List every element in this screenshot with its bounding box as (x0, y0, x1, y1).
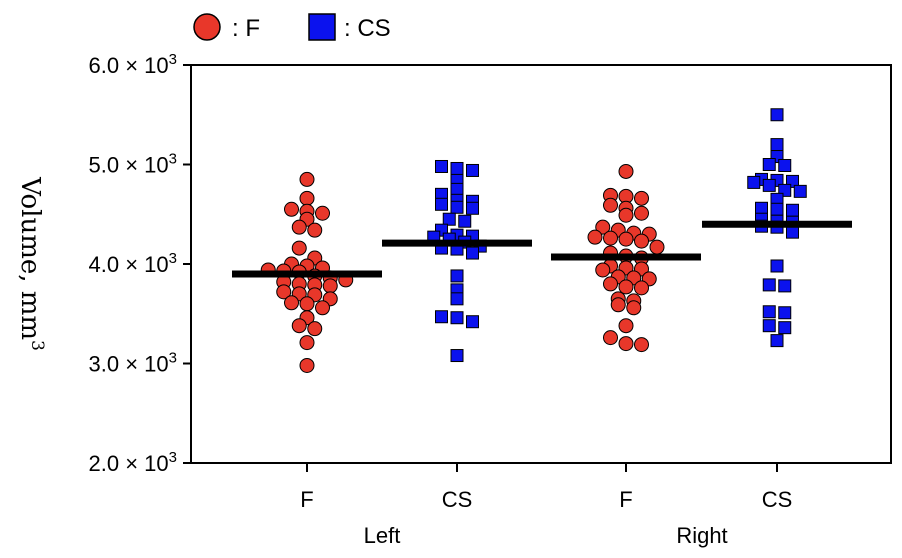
data-point-circle (307, 321, 323, 337)
data-point-circle (634, 190, 649, 206)
data-point-square (466, 246, 479, 260)
legend-label-cs: : CS (344, 15, 391, 42)
data-point-square (755, 201, 768, 215)
data-point-square (442, 212, 456, 226)
data-point-circle (276, 284, 292, 300)
data-point-circle (618, 231, 634, 247)
x-axis-ticks: F CS F CS Left Right (300, 463, 792, 548)
data-point-square (770, 108, 784, 122)
data-point-square (762, 305, 776, 319)
legend-square-marker (308, 13, 336, 41)
data-point-square (450, 311, 464, 325)
data-point-circle (315, 300, 330, 316)
data-point-circle (649, 239, 665, 255)
y-axis-label: Volume, mm3 (15, 176, 47, 351)
x-tick-label: F (300, 487, 313, 512)
data-point-circle (587, 229, 603, 245)
legend-circle-marker (193, 13, 221, 41)
data-point-circle (618, 336, 634, 352)
data-point-circle (603, 197, 618, 213)
y-tick-label: 3.0 × 103 (89, 350, 177, 377)
data-point-circle (618, 318, 634, 334)
data-point-square (450, 182, 464, 196)
data-point-circle (595, 262, 611, 278)
y-tick-label: 2.0 × 103 (89, 449, 177, 476)
data-point-square (450, 161, 464, 175)
data-points (260, 108, 807, 373)
data-point-circle (299, 357, 315, 373)
y-axis-ticks: 2.0 × 103 3.0 × 103 4.0 × 103 5.0 × 103 6.0 … (89, 51, 191, 476)
data-point-circle (307, 222, 323, 238)
x-tick-label: F (619, 487, 632, 512)
data-point-square (762, 178, 776, 192)
data-point-circle (618, 279, 634, 295)
data-point-circle (322, 278, 338, 294)
data-point-circle (618, 207, 634, 223)
y-tick-label: 6.0 × 103 (89, 51, 177, 78)
data-point-square (466, 163, 479, 177)
data-point-square (778, 158, 792, 172)
y-tick-label: 5.0 × 103 (89, 151, 177, 178)
data-point-circle (284, 295, 299, 311)
data-point-square (747, 175, 761, 189)
y-tick-label: 4.0 × 103 (89, 250, 177, 277)
data-point-circle (634, 205, 649, 221)
data-point-circle (634, 280, 649, 296)
data-point-square (435, 197, 448, 211)
data-point-square (786, 225, 799, 239)
data-point-square (770, 202, 784, 216)
data-point-square (793, 184, 807, 198)
data-point-square (778, 279, 792, 293)
data-point-square (466, 315, 479, 329)
data-point-square (778, 321, 792, 335)
data-point-circle (634, 337, 649, 353)
data-point-circle (284, 201, 299, 217)
x-tick-label: CS (442, 487, 473, 512)
data-point-circle (315, 205, 330, 221)
data-point-square (466, 201, 479, 215)
data-point-square (786, 203, 799, 217)
data-point-square (435, 310, 448, 324)
data-point-square (458, 214, 472, 228)
data-point-circle (299, 171, 315, 187)
data-point-square (450, 292, 464, 306)
data-point-circle (299, 296, 315, 312)
data-point-square (770, 138, 784, 152)
data-point-square (770, 334, 784, 348)
data-point-circle (634, 233, 649, 249)
data-point-circle (618, 163, 634, 179)
data-point-square (770, 259, 784, 273)
data-point-circle (291, 219, 307, 235)
x-tick-label: CS (762, 487, 793, 512)
data-point-circle (603, 276, 618, 292)
data-point-square (450, 269, 464, 283)
data-point-square (450, 349, 464, 363)
data-point-circle (626, 300, 642, 316)
data-point-circle (595, 219, 611, 235)
data-point-square (778, 306, 792, 320)
data-point-square (762, 158, 776, 171)
data-point-square (450, 200, 464, 214)
data-point-circle (291, 240, 307, 256)
data-point-circle (603, 230, 618, 246)
data-point-circle (299, 335, 315, 351)
x-group-label: Left (364, 523, 401, 548)
legend-label-f: : F (232, 15, 260, 42)
data-point-square (762, 319, 776, 333)
data-point-square (435, 159, 448, 173)
x-group-label: Right (676, 523, 727, 548)
mean-lines (232, 220, 852, 278)
data-point-circle (299, 190, 315, 206)
data-point-circle (610, 297, 626, 313)
data-point-circle (603, 330, 618, 346)
legend: : F : CS (193, 13, 391, 42)
data-point-circle (291, 318, 307, 334)
data-point-square (762, 278, 776, 292)
